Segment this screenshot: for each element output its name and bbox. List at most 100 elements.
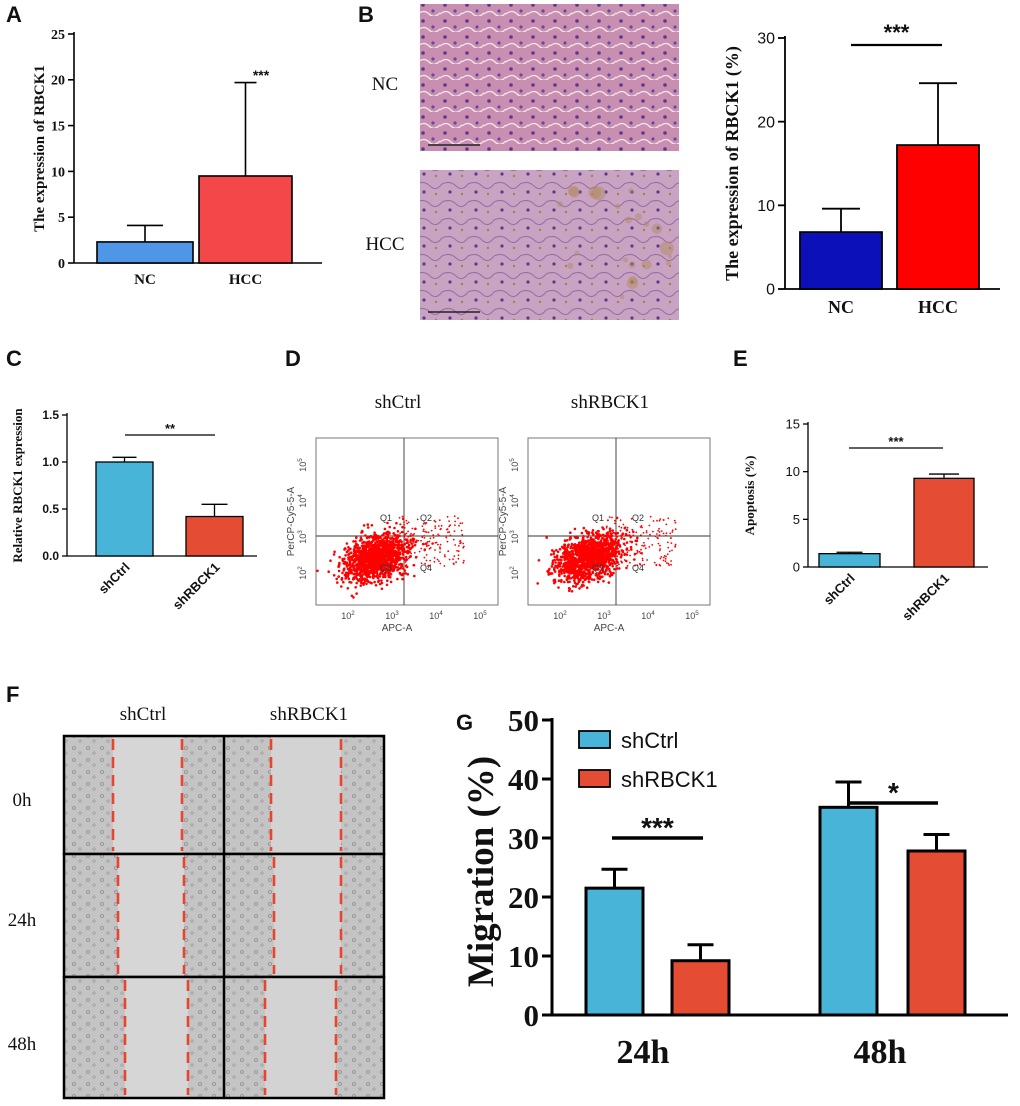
flow-event-dot [596, 543, 600, 547]
flow-event-dot-sparse [405, 564, 408, 566]
flow-event-dot [342, 567, 346, 571]
flow-event-dot [359, 536, 363, 540]
flow-event-dot [370, 566, 373, 570]
flow-event-dot [607, 581, 611, 584]
flow-event-dot [571, 570, 574, 573]
flow-x-tick-label-base: 10 [597, 611, 607, 621]
flow-event-dot-sparse [636, 564, 639, 567]
flow-event-dot-sparse [616, 555, 619, 558]
flow-event-dot-sparse [665, 534, 667, 537]
flow-event-dot [601, 564, 604, 567]
flow-event-dot-sparse [620, 555, 622, 558]
flow-event-dot-sparse [630, 517, 633, 520]
flow-event-dot-sparse [435, 541, 438, 544]
flow-event-dot [344, 573, 348, 576]
flow-event-dot [607, 559, 611, 562]
flow-event-dot-sparse [615, 542, 618, 544]
flow-event-dot [553, 566, 556, 570]
flow-event-dot [393, 549, 396, 553]
flow-x-tick-label-base: 10 [341, 611, 351, 621]
flow-event-dot-sparse [629, 534, 631, 537]
flow-y-tick-label: 103 [509, 530, 520, 544]
flow-event-dot-sparse [605, 526, 608, 529]
chart-c-bar-shCtrl [95, 461, 154, 557]
flow-event-dot [352, 540, 355, 543]
flow-event-dot [563, 574, 566, 578]
flow-event-dot [597, 529, 600, 533]
flow-event-dot [614, 552, 618, 555]
flow-event-dot [572, 567, 576, 571]
flow-event-dot [611, 529, 614, 532]
chart-a-x-label-NC: NC [134, 272, 156, 288]
flow-event-dot [342, 580, 345, 584]
flow-event-dot-sparse [649, 533, 651, 536]
flow-event-dot [338, 555, 341, 559]
flow-event-dot [345, 565, 349, 568]
flow-event-dot [347, 546, 350, 549]
flow-event-dot-sparse [418, 550, 421, 553]
flow-event-dot [354, 575, 358, 579]
flow-event-dot-sparse [397, 535, 400, 538]
flow-event-dot [370, 553, 374, 557]
flow-event-dot [587, 545, 590, 549]
flow-event-dot-sparse [662, 556, 665, 559]
flow-event-dot [598, 553, 601, 557]
flow-event-dot [376, 574, 380, 577]
panel-b-image-label-nc: NC [372, 74, 398, 95]
flow-event-dot-sparse [457, 517, 459, 520]
flow-event-dot-sparse [668, 564, 670, 566]
flow-y-tick-label-exp: 3 [297, 530, 304, 534]
chart-a-y-tick-label: 25 [51, 28, 65, 43]
flow-y-tick-label-base: 10 [298, 498, 308, 508]
flow-event-dot [596, 551, 599, 554]
panel-letter-E: E [733, 346, 748, 371]
flow-event-dot [569, 531, 572, 534]
flow-event-dot-sparse [626, 564, 629, 567]
flow-x-tick-label: 104 [641, 610, 655, 621]
flow-event-dot [589, 573, 593, 576]
flow-event-dot-sparse [394, 552, 397, 555]
flow-event-dot-sparse [425, 531, 428, 533]
flow-event-dot [386, 546, 389, 549]
flow-event-dot [617, 550, 621, 553]
flow-event-dot [568, 569, 572, 573]
flow-event-dot [566, 566, 569, 570]
flow-event-dot [382, 575, 385, 579]
flow-event-dot [348, 566, 352, 570]
flow-event-dot [562, 551, 566, 554]
flow-event-dot-sparse [658, 519, 661, 522]
flow-event-dot-sparse [666, 553, 669, 556]
flow-event-dot-sparse [670, 537, 672, 539]
flow-event-dot-sparse [671, 531, 674, 533]
flow-x-tick-label: 104 [429, 610, 443, 621]
flow-event-dot [371, 564, 374, 567]
flow-event-dot-sparse [665, 532, 668, 534]
flow-event-dot [617, 539, 620, 542]
flow-event-dot-sparse [412, 537, 414, 540]
flow-event-dot [337, 569, 341, 573]
flow-event-dot [379, 536, 382, 539]
flow-event-dot-sparse [641, 559, 644, 562]
flow-event-dot-sparse [662, 559, 665, 562]
flow-event-dot-sparse [414, 541, 417, 544]
flow-event-dot-sparse [449, 534, 452, 537]
flow-event-dot [369, 558, 373, 561]
flow-event-dot-sparse [460, 529, 463, 532]
flow-event-dot-sparse [457, 545, 460, 547]
flow-event-dot [337, 565, 340, 568]
flow-event-dot-sparse [453, 555, 456, 557]
flow-event-dot-sparse [641, 551, 643, 554]
flow-event-dot [332, 553, 336, 556]
chart-b-y-label: The expression of RBCK1 (%) [722, 46, 743, 281]
flow-event-dot [567, 574, 571, 578]
flow-event-dot-sparse [664, 557, 667, 560]
flow-event-dot [367, 550, 371, 553]
flow-event-dot-sparse [407, 521, 410, 524]
flow-event-dot [389, 560, 392, 563]
flow-event-dot [581, 537, 585, 541]
flow-event-dot [600, 550, 604, 554]
flow-event-dot [411, 544, 415, 548]
flow-event-dot [393, 543, 397, 546]
chart-g-significance-48h-label: * [888, 777, 899, 808]
chart-a-y-tick-label: 5 [58, 211, 65, 226]
